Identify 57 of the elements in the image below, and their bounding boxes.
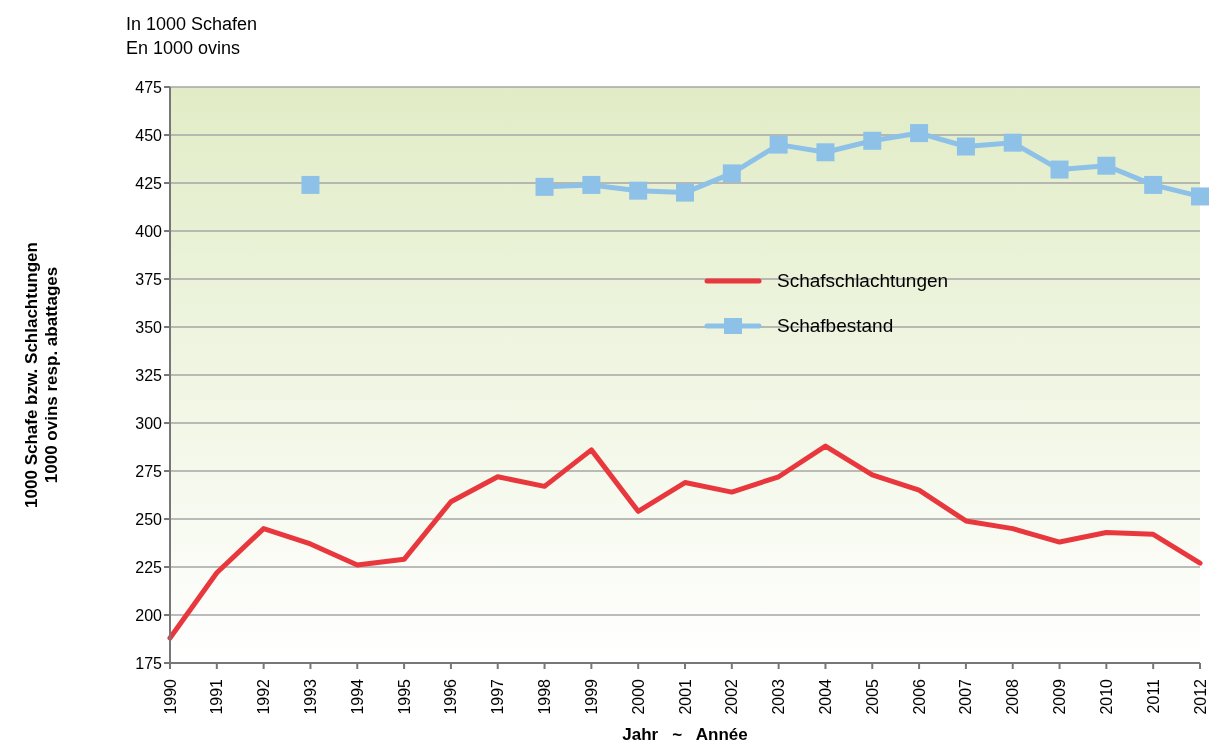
x-tick-label: 1996 [442,678,460,715]
chart-subtitle: In 1000 Schafen En 1000 ovins [126,13,258,60]
x-tick-label: 1995 [395,678,413,715]
point [1097,156,1116,175]
x-tick-label: 2010 [1097,678,1115,715]
y-tick-label: 325 [135,366,163,384]
point [769,135,788,154]
y-tick-label: 350 [135,318,163,336]
y-tick-label: 475 [135,78,163,96]
x-tick-label: 2001 [676,678,694,715]
point [722,164,741,183]
x-tick-label: 1991 [208,678,226,715]
x-tick-label: 1990 [161,678,179,715]
point [1144,175,1163,194]
x-tick-label: 2006 [910,678,928,715]
x-tick-label: 1999 [582,678,600,715]
x-tick-label: 2009 [1051,678,1069,715]
x-tick-label: 2004 [816,678,834,715]
point [863,131,882,150]
y-tick-label: 375 [135,270,163,288]
legend-label: Schafschlachtungen [777,269,949,292]
x-tick-label: 1998 [536,678,554,715]
point [629,181,648,200]
y-tick-label: 300 [135,414,163,432]
point [956,137,975,156]
y-axis-title: 1000 Schafe bzw. Schlachtungen 1000 ovins resp. abattages [22,242,61,508]
x-tick-label: 2007 [957,678,975,715]
point [676,183,694,202]
x-tick-label: 2005 [863,678,881,715]
point [535,177,554,196]
x-tick-label: 2011 [1144,678,1162,714]
y-tick-label: 175 [135,654,163,672]
y-tick-label: 275 [135,462,163,480]
point [816,143,835,162]
legend-label: Schafbestand [777,314,894,337]
x-tick-label: 2012 [1191,678,1209,715]
point [910,124,929,143]
x-tick-label: 1994 [348,678,366,715]
y-tick-label: 450 [135,126,163,144]
point [301,175,320,194]
x-tick-label: 1997 [489,678,507,715]
y-tick-label: 225 [135,558,163,576]
x-tick-label: 2008 [1004,678,1022,715]
x-tick-label: 2003 [770,678,788,715]
point [1003,133,1022,152]
point [1050,160,1069,179]
x-tick-label: 1992 [255,678,273,715]
x-tick-label: 2002 [723,678,741,715]
y-tick-label: 200 [135,606,163,624]
y-tick-label: 250 [135,510,163,528]
x-axis-title: Jahr ~ Année [622,725,748,744]
x-tick-label: 2000 [629,678,647,715]
x-tick-label: 1993 [301,678,319,715]
point [1191,187,1209,206]
y-tick-label: 400 [135,222,163,240]
point [582,175,601,194]
y-tick-label: 425 [135,174,163,192]
